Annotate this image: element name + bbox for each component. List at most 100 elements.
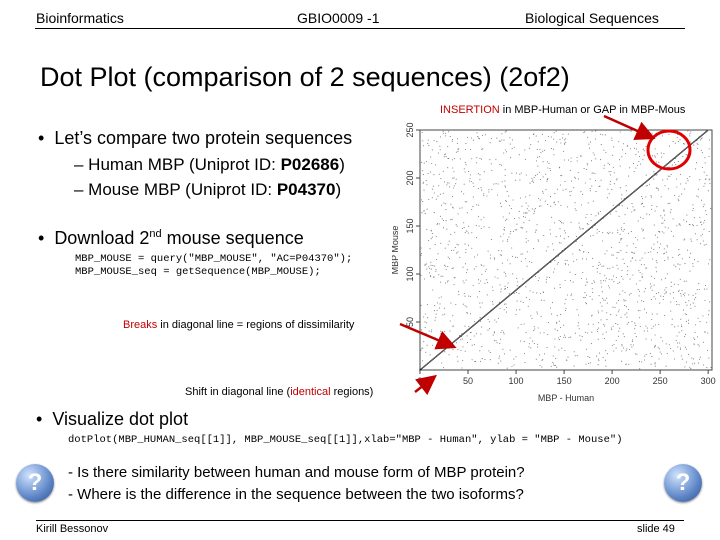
diagonal-dot (559, 252, 562, 254)
noise-dot (708, 357, 710, 359)
noise-dot (657, 236, 659, 238)
noise-dot (564, 232, 567, 234)
diagonal-dot (643, 182, 646, 184)
noise-dot (445, 203, 447, 205)
noise-dot (625, 299, 627, 302)
noise-dot (447, 146, 449, 148)
diagonal-dot (690, 143, 693, 145)
noise-dot (445, 265, 447, 267)
noise-dot (512, 273, 514, 275)
noise-dot (621, 345, 623, 347)
noise-dot (614, 307, 616, 309)
noise-dot (575, 235, 577, 237)
noise-dot (663, 248, 665, 250)
noise-dot (591, 130, 593, 133)
noise-dot (686, 154, 688, 156)
diagonal-dot (437, 354, 439, 356)
noise-dot (540, 205, 542, 207)
noise-dot (586, 294, 588, 296)
diagonal-dot (624, 198, 627, 200)
noise-dot (654, 334, 656, 336)
noise-dot (474, 361, 476, 363)
diagonal-dot (656, 171, 659, 173)
noise-dot (620, 198, 623, 200)
noise-dot (477, 136, 479, 138)
noise-dot (459, 256, 461, 258)
noise-dot (603, 338, 605, 340)
noise-dot (611, 254, 613, 256)
noise-dot (502, 331, 505, 333)
noise-dot (428, 330, 430, 332)
noise-dot (602, 279, 604, 282)
noise-dot (476, 204, 478, 206)
noise-dot (563, 139, 566, 141)
noise-dot (680, 318, 682, 320)
diagonal-dot (696, 138, 699, 140)
noise-dot (493, 257, 495, 259)
noise-dot (528, 210, 530, 212)
noise-dot (430, 268, 432, 270)
noise-dot (567, 236, 569, 238)
noise-dot (489, 352, 491, 354)
noise-dot (692, 224, 694, 226)
noise-dot (606, 297, 608, 299)
noise-dot (688, 294, 690, 296)
noise-dot (634, 328, 636, 330)
noise-dot (542, 190, 544, 192)
noise-dot (503, 139, 505, 141)
noise-dot (678, 268, 680, 270)
noise-dot (564, 259, 566, 261)
noise-dot (707, 263, 710, 265)
diagonal-dot (679, 152, 682, 154)
noise-dot (444, 351, 446, 353)
noise-dot (641, 257, 643, 259)
diagonal-dot (488, 311, 491, 313)
noise-dot (461, 338, 464, 340)
noise-dot (471, 344, 473, 346)
noise-dot (576, 354, 578, 357)
diagonal-dot (682, 150, 684, 152)
noise-dot (580, 191, 582, 193)
noise-dot (699, 243, 701, 245)
noise-dot (592, 323, 594, 325)
noise-dot (623, 229, 625, 231)
noise-dot (663, 152, 665, 155)
noise-dot (501, 133, 503, 135)
noise-dot (420, 274, 422, 276)
noise-dot (445, 156, 447, 158)
noise-dot (635, 154, 637, 156)
noise-dot (677, 263, 679, 265)
noise-dot (608, 193, 610, 195)
noise-dot (452, 177, 454, 179)
noise-dot (667, 246, 669, 248)
diagonal-dot (674, 156, 677, 158)
x-axis-label: MBP - Human (538, 393, 594, 403)
noise-dot (431, 232, 433, 235)
noise-dot (602, 240, 604, 242)
noise-dot (590, 213, 592, 215)
noise-dot (679, 253, 681, 256)
noise-dot (566, 259, 568, 261)
noise-dot (468, 326, 470, 328)
noise-dot (710, 207, 712, 209)
noise-dot (526, 231, 528, 233)
noise-dot (610, 314, 612, 316)
noise-dot (616, 257, 618, 259)
noise-dot (661, 135, 664, 137)
noise-dot (710, 366, 712, 369)
x-tick-label: 200 (605, 376, 620, 386)
noise-dot (562, 222, 564, 224)
diagonal-dot (494, 306, 497, 308)
noise-dot (690, 307, 692, 309)
noise-dot (493, 340, 496, 342)
bullet-visualize-text: Visualize dot plot (52, 409, 189, 429)
noise-dot (694, 338, 696, 340)
noise-dot (472, 206, 474, 208)
noise-dot (505, 200, 507, 202)
noise-dot (569, 169, 571, 171)
noise-dot (590, 343, 592, 345)
y-tick-label: 250 (405, 122, 415, 137)
diagonal-dot (686, 146, 689, 148)
diagonal-dot (540, 268, 543, 270)
noise-dot (468, 295, 470, 297)
